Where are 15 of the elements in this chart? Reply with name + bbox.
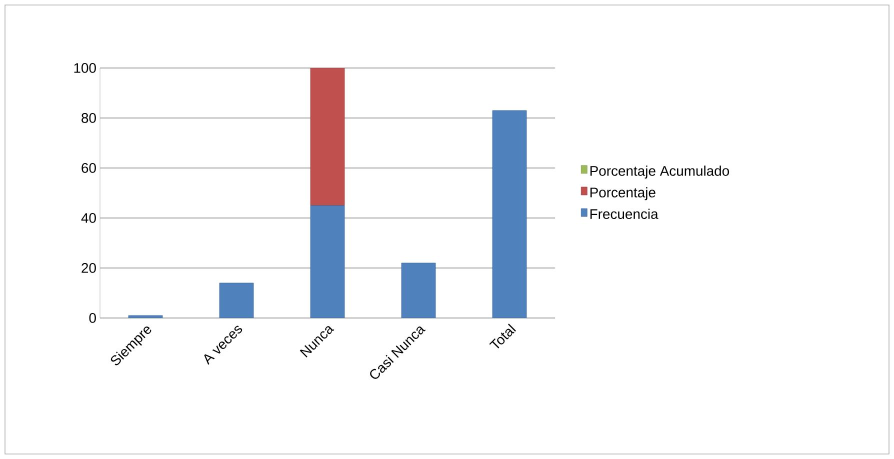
- bar: [310, 205, 345, 318]
- y-tick-label: 40: [81, 213, 96, 223]
- y-tick-label: 80: [82, 113, 96, 123]
- bar: [310, 68, 345, 206]
- bar: [219, 282, 254, 318]
- y-tick-label: 60: [82, 163, 96, 173]
- y-tick-label: 0: [89, 313, 96, 323]
- legend-label: Porcentaje: [590, 187, 656, 200]
- bar: [401, 262, 436, 318]
- legend-label: Porcentaje Acumulado: [590, 166, 730, 179]
- bar: [492, 110, 527, 318]
- legend-label: Frecuencia: [590, 208, 658, 219]
- bar: [128, 315, 163, 318]
- y-tick-label: 100: [74, 63, 96, 73]
- y-tick-label: 20: [82, 263, 96, 273]
